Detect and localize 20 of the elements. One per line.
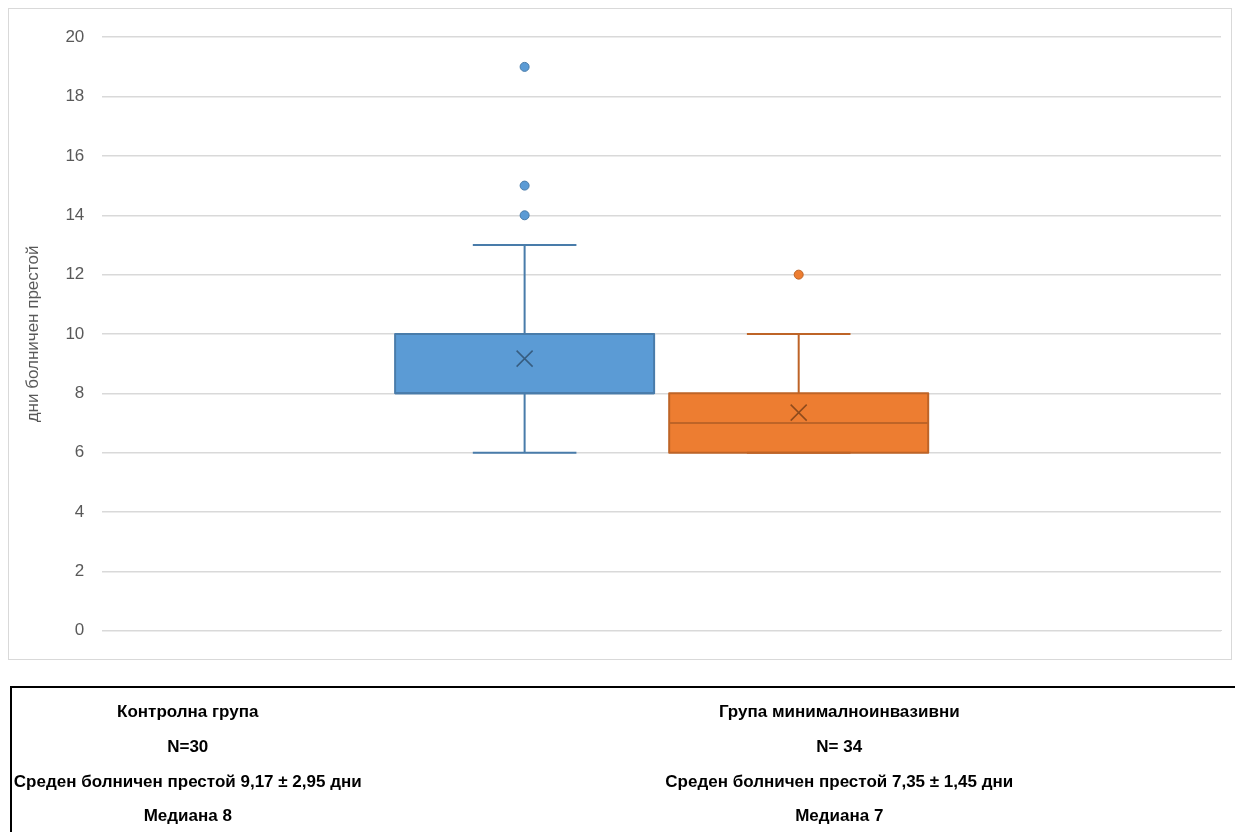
y-tick-label: 20 bbox=[65, 26, 85, 46]
y-tick-label: 2 bbox=[74, 561, 85, 581]
text: Медиана 8 bbox=[142, 806, 233, 828]
y-tick-label: 0 bbox=[74, 620, 85, 640]
y-tick-label: 16 bbox=[65, 145, 85, 165]
text: Контролна група bbox=[116, 702, 260, 723]
text: N=30 bbox=[166, 736, 210, 758]
text: Среден болничен престой 9,17 ± 2,95 дни bbox=[12, 771, 363, 793]
y-tick-label: 10 bbox=[65, 323, 85, 343]
y-axis-title: дни болничен престой bbox=[22, 245, 42, 423]
text: Среден болничен престой 7,35 ± 1,45 дни bbox=[664, 771, 1015, 793]
text: N= 34 bbox=[815, 736, 864, 758]
y-tick-label: 14 bbox=[65, 204, 85, 224]
text: Медиана 7 bbox=[794, 806, 885, 828]
y-tick-label: 12 bbox=[65, 264, 85, 284]
y-tick-label: 6 bbox=[74, 442, 85, 462]
y-tick-label: 18 bbox=[65, 86, 85, 106]
y-tick-label: 8 bbox=[74, 383, 85, 403]
y-tick-label: 4 bbox=[74, 501, 85, 521]
text: Група минималноинвазивни bbox=[717, 702, 961, 723]
